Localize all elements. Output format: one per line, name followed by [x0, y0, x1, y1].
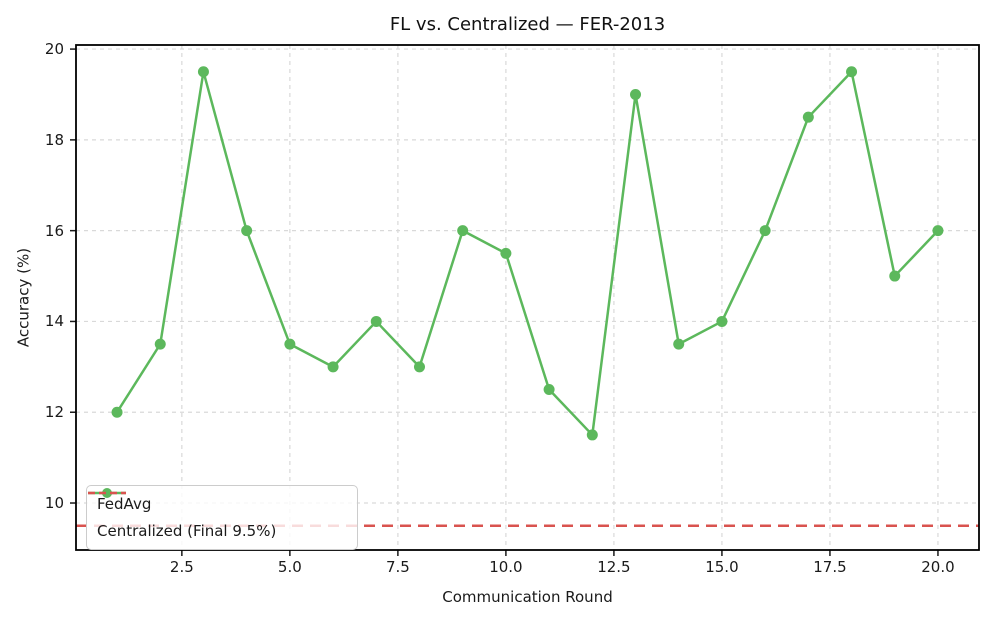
y-tick-label: 16	[44, 221, 64, 240]
legend-item-fedavg: FedAvg	[88, 488, 347, 515]
gridlines	[76, 45, 979, 550]
legend: FedAvg Centralized (Final 9.5%)	[86, 485, 358, 550]
y-tick-labels: 10 12 14 16 18 20	[0, 0, 70, 623]
x-tick-label: 7.5	[385, 558, 410, 576]
fedavg-marker	[111, 406, 123, 418]
x-tick-label: 12.5	[597, 558, 631, 576]
fedavg-marker	[716, 315, 728, 327]
fedavg-markers	[111, 66, 944, 441]
y-tick-label: 14	[44, 312, 64, 331]
legend-label-fedavg: FedAvg	[97, 495, 152, 513]
y-tick-label: 10	[44, 494, 64, 513]
chart-canvas	[70, 44, 980, 556]
fedavg-marker	[500, 247, 512, 259]
fedavg-marker	[543, 384, 555, 396]
fedavg-marker	[673, 338, 685, 350]
fedavg-marker	[154, 338, 166, 350]
x-axis-label: Communication Round	[442, 588, 613, 606]
fedavg-marker	[759, 225, 771, 237]
y-tick-label: 12	[44, 403, 64, 422]
y-tick-label: 20	[44, 40, 64, 59]
fedavg-marker	[241, 225, 253, 237]
fedavg-marker	[457, 225, 469, 237]
x-tick-label: 17.5	[813, 558, 847, 576]
plot-area: FedAvg Centralized (Final 9.5%)	[70, 44, 980, 556]
y-axis-label: Accuracy (%)	[14, 247, 33, 348]
fedavg-marker	[413, 361, 425, 373]
x-tick-label: 5.0	[277, 558, 302, 576]
legend-label-centralized: Centralized (Final 9.5%)	[97, 522, 277, 540]
x-tick-label: 2.5	[169, 558, 194, 576]
fedavg-line	[115, 70, 939, 437]
fedavg-marker	[370, 315, 382, 327]
plot-border	[75, 44, 980, 551]
axis-ticks	[70, 48, 939, 556]
fedavg-marker	[889, 270, 901, 282]
fedavg-marker	[846, 66, 858, 78]
fedavg-marker	[802, 111, 814, 123]
centralized-dashed-line-icon	[88, 491, 126, 495]
legend-item-centralized: Centralized (Final 9.5%)	[88, 491, 347, 542]
x-tick-label: 10.0	[489, 558, 523, 576]
x-tick-label: 20.0	[921, 558, 955, 576]
fedavg-marker	[932, 225, 944, 237]
fedavg-marker	[630, 88, 642, 100]
x-tick-labels: 2.5 5.0 7.5 10.0 12.5 15.0 17.5 20.0	[0, 558, 997, 578]
fedavg-marker	[197, 66, 209, 78]
chart-title: FL vs. Centralized — FER-2013	[389, 14, 666, 35]
y-tick-label: 18	[44, 130, 64, 149]
fedavg-marker	[327, 361, 339, 373]
fedavg-marker	[586, 429, 598, 441]
x-tick-label: 15.0	[705, 558, 739, 576]
fedavg-marker	[284, 338, 296, 350]
